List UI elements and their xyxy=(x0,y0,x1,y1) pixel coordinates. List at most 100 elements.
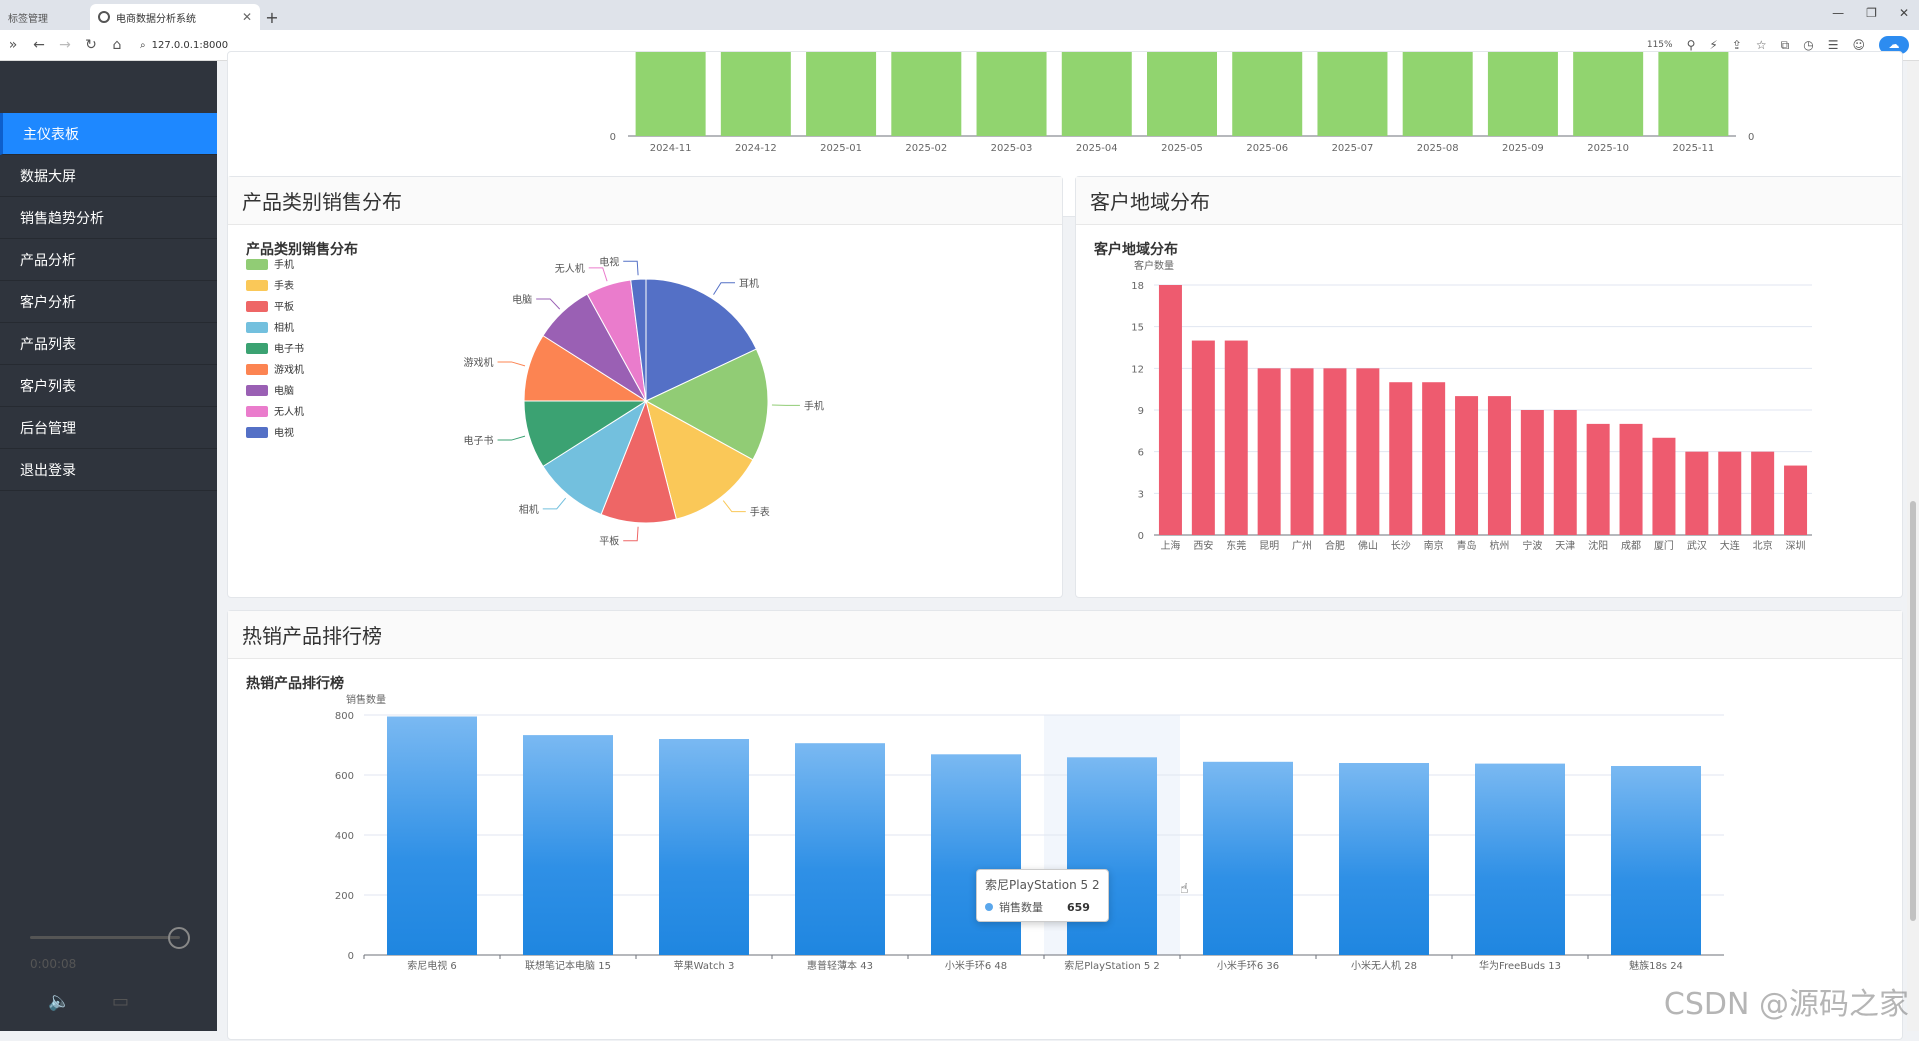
progress-track[interactable] xyxy=(30,936,180,939)
page-scrollbar[interactable] xyxy=(1907,61,1919,1031)
sidebar-item-label: 客户分析 xyxy=(20,292,76,312)
legend-label: 手表 xyxy=(274,279,294,292)
bar xyxy=(891,52,961,136)
bar xyxy=(1067,757,1157,955)
bar xyxy=(1488,52,1558,136)
y-tick-label: 400 xyxy=(335,831,354,842)
x-tick-label: 2025-08 xyxy=(1417,143,1459,154)
y-tick-label: 0 xyxy=(1138,531,1144,542)
pie-label-line xyxy=(623,527,638,541)
y-tick-label: 9 xyxy=(1138,406,1144,417)
pie-label-line xyxy=(498,362,525,366)
sidebar-item-label: 退出登录 xyxy=(20,460,76,480)
bar xyxy=(1323,368,1346,535)
sidebar-toggle-icon[interactable]: » xyxy=(0,37,26,53)
sidebar-item-product-list[interactable]: 产品列表 xyxy=(0,323,217,365)
sidebar-item-logout[interactable]: 退出登录 xyxy=(0,449,217,491)
bolt-icon[interactable]: ⚡ xyxy=(1709,38,1717,52)
sidebar-item-product-analysis[interactable]: 产品分析 xyxy=(0,239,217,281)
sidebar-item-dashboard[interactable]: 主仪表板 xyxy=(0,113,217,155)
bar xyxy=(1389,382,1412,535)
pie-label-line xyxy=(498,436,525,440)
y-tick-label: 800 xyxy=(335,711,354,722)
scrollbar-thumb[interactable] xyxy=(1910,501,1916,921)
zoom-level[interactable]: 115% xyxy=(1647,40,1673,50)
legend-swatch xyxy=(246,406,268,417)
x-tick-label: 小米无人机 28 xyxy=(1351,959,1417,972)
new-tab-button[interactable]: + xyxy=(260,4,284,30)
url-field[interactable]: ⌕ 127.0.0.1:8000 xyxy=(140,40,228,51)
progress-handle[interactable] xyxy=(168,927,190,949)
bar xyxy=(795,743,885,955)
x-tick-label: 天津 xyxy=(1555,540,1575,552)
legend-swatch xyxy=(246,301,268,312)
x-tick-label: 武汉 xyxy=(1687,539,1707,552)
pie-slice-label: 手机 xyxy=(804,399,824,412)
tab-active[interactable]: 电商数据分析系统 ✕ xyxy=(90,4,260,30)
profile-icon[interactable]: ☺ xyxy=(1852,38,1865,52)
x-tick-label: 2025-02 xyxy=(905,143,947,154)
close-window-icon[interactable]: ✕ xyxy=(1899,6,1909,20)
star-icon[interactable]: ☆ xyxy=(1756,38,1767,52)
x-tick-label: 小米手环6 48 xyxy=(945,959,1007,972)
bar xyxy=(1554,410,1577,535)
forward-icon[interactable]: → xyxy=(52,37,78,53)
sidebar-item-customer-list[interactable]: 客户列表 xyxy=(0,365,217,407)
pie-slice-label: 电脑 xyxy=(512,293,532,306)
pie-label-line xyxy=(623,261,638,275)
x-tick-label: 南京 xyxy=(1424,539,1444,552)
restore-icon[interactable]: ❐ xyxy=(1866,6,1877,20)
bar xyxy=(1718,452,1741,535)
bar xyxy=(636,52,706,136)
volume-icon[interactable]: 🔈 xyxy=(48,991,70,1012)
tooltip-label: 销售数量 xyxy=(999,899,1043,915)
x-tick-label: 佛山 xyxy=(1358,539,1378,552)
pie-slice-label: 无人机 xyxy=(555,262,585,275)
category-pie-chart: 手机手表平板相机电子书游戏机电脑无人机电视耳机手机手表平板相机电子书游戏机电脑无… xyxy=(228,227,1064,597)
bar xyxy=(977,52,1047,136)
y-tick-label: 12 xyxy=(1131,364,1144,375)
sidebar-item-sales-trend[interactable]: 销售趋势分析 xyxy=(0,197,217,239)
bar xyxy=(931,754,1021,955)
home-icon[interactable]: ⌂ xyxy=(104,37,130,53)
minimize-icon[interactable]: — xyxy=(1832,6,1844,20)
menu-icon[interactable]: ☰ xyxy=(1828,38,1839,52)
bar xyxy=(806,52,876,136)
legend-swatch xyxy=(246,259,268,270)
pie-label-line xyxy=(723,501,746,512)
back-icon[interactable]: ← xyxy=(26,37,52,53)
sidebar-item-admin[interactable]: 后台管理 xyxy=(0,407,217,449)
subtitle-icon[interactable]: ▭ xyxy=(112,991,129,1012)
pie-slice-label: 电子书 xyxy=(464,434,494,447)
bar xyxy=(1685,452,1708,535)
watermark: CSDN @源码之家 xyxy=(1664,979,1909,1023)
bar xyxy=(1159,285,1182,535)
x-tick-label: 索尼PlayStation 5 2 xyxy=(1064,959,1160,972)
sidebar-item-big-screen[interactable]: 数据大屏 xyxy=(0,155,217,197)
tab-label-manager[interactable]: 标签管理 xyxy=(0,4,90,30)
reload-icon[interactable]: ↻ xyxy=(78,37,104,53)
sidebar-item-label: 数据大屏 xyxy=(20,166,76,186)
share-icon[interactable]: ⇪ xyxy=(1732,38,1742,52)
y-tick-label: 15 xyxy=(1131,323,1144,334)
x-tick-label: 深圳 xyxy=(1786,540,1806,552)
pie-label-line xyxy=(536,299,560,309)
bar xyxy=(523,735,613,955)
sidebar-item-customer-analysis[interactable]: 客户分析 xyxy=(0,281,217,323)
x-tick-label: 惠普轻薄本 43 xyxy=(807,959,873,972)
bar xyxy=(721,52,791,136)
pie-slice-label: 相机 xyxy=(519,503,539,516)
legend-swatch xyxy=(246,280,268,291)
x-tick-label: 2025-10 xyxy=(1587,143,1629,154)
y-tick-label: 200 xyxy=(335,891,354,902)
card-header: 客户地域分布 xyxy=(1076,177,1902,225)
history-icon[interactable]: ◷ xyxy=(1803,38,1813,52)
x-tick-label: 2025-09 xyxy=(1502,143,1544,154)
series-dot-icon xyxy=(985,903,993,911)
category-card: 产品类别销售分布 产品类别销售分布 手机手表平板相机电子书游戏机电脑无人机电视耳… xyxy=(227,176,1063,598)
bar xyxy=(1455,396,1478,535)
x-tick-label: 2024-11 xyxy=(650,143,692,154)
location-icon[interactable]: ⚲ xyxy=(1687,38,1696,52)
close-icon[interactable]: ✕ xyxy=(242,10,252,24)
